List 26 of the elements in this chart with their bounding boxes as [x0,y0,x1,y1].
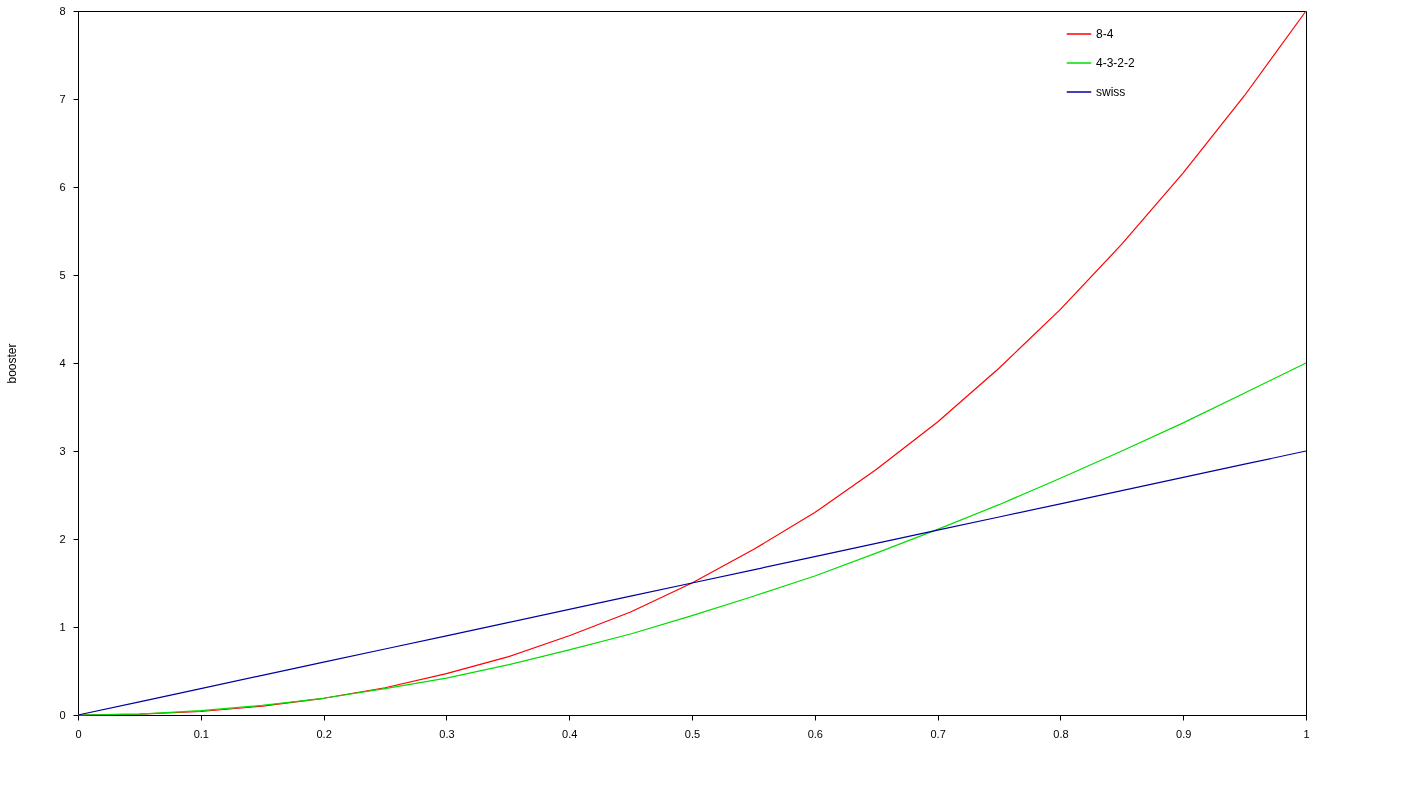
x-tick-label: 0 [75,727,82,740]
y-tick-label: 1 [59,620,66,633]
line-series [77,450,1307,716]
y-tick-label: 5 [59,268,66,281]
y-tick-label: 6 [59,180,66,193]
x-tick-label: 0.4 [562,727,578,740]
x-tick-label: 0.1 [193,727,209,740]
x-tick-label: 0.6 [807,727,823,740]
legend-label: 4-3-2-2 [1096,56,1136,70]
y-axis-title: booster [5,343,20,384]
x-tick-label: 0.3 [439,727,455,740]
x-tick-label: 0.5 [684,727,701,740]
legend-label: 8-4 [1096,27,1114,41]
line-series [77,362,1307,716]
y-tick-label: 2 [59,532,66,545]
y-tick-label: 8 [59,4,66,17]
x-tick-label: 1 [1303,727,1310,740]
legend-label: swiss [1096,85,1126,99]
y-tick-label: 7 [59,92,66,105]
y-tick-label: 3 [59,444,66,457]
x-tick-label: 0.9 [1176,727,1192,740]
y-tick-label: 0 [59,708,66,721]
y-tick-label: 4 [59,356,66,369]
x-tick-label: 0.2 [316,727,332,740]
x-tick-label: 0.8 [1053,727,1069,740]
x-tick-label: 0.7 [930,727,946,740]
